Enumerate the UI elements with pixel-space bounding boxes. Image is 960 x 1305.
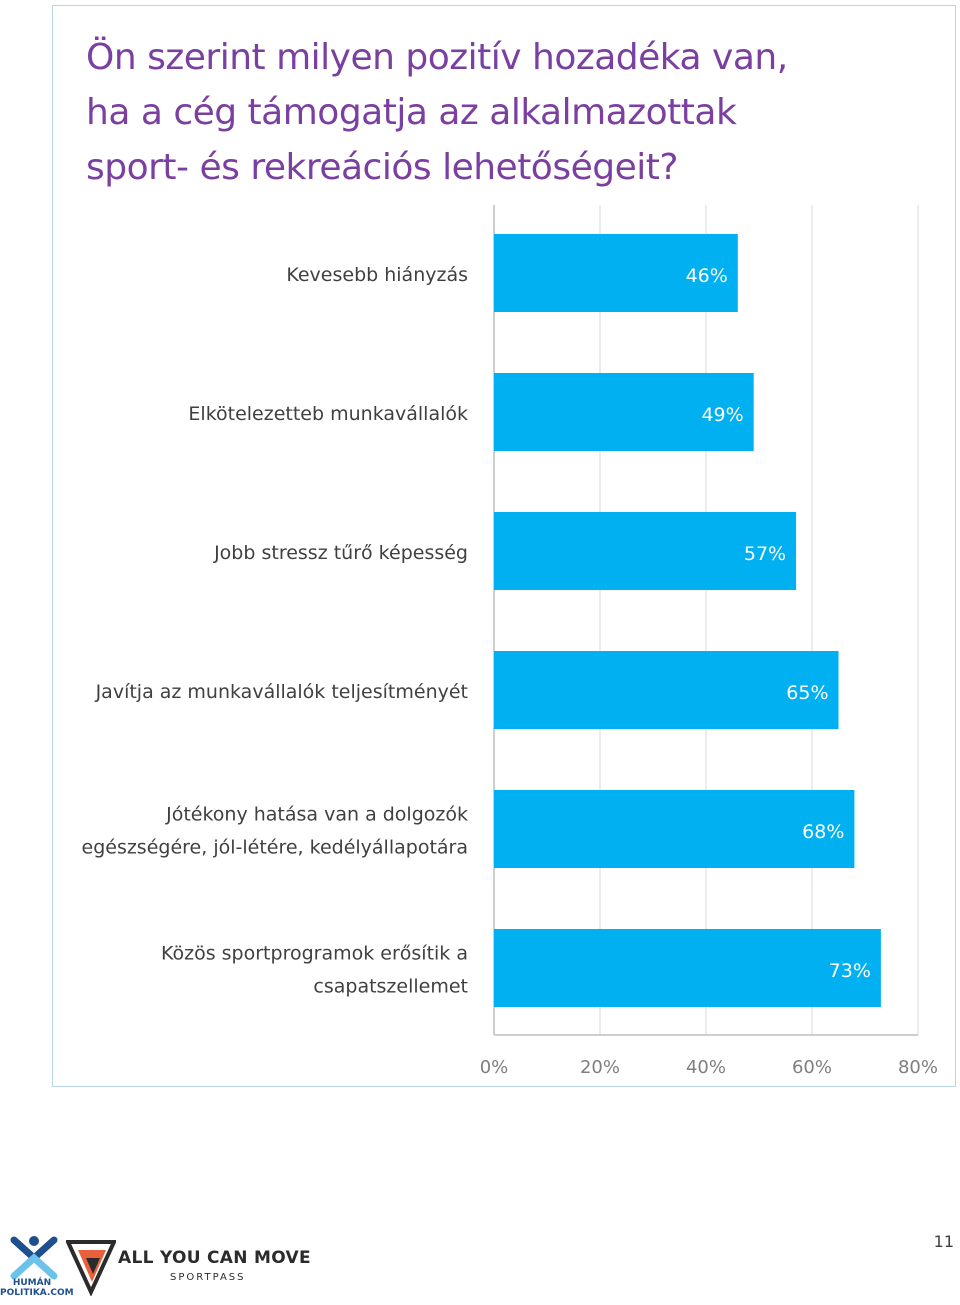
category-label: Kevesebb hiányzás (286, 264, 468, 286)
x-tick-label: 60% (792, 1057, 832, 1078)
bar (494, 929, 881, 1007)
value-label: 49% (701, 404, 743, 426)
sportpass-logo-text: SPORTPASS (170, 1272, 246, 1283)
footer: HUMÁN POLITIKA.COM ALL YOU CAN MOVE SPOR… (0, 1228, 960, 1305)
category-label: Javítja az munkavállalók teljesítményét (95, 681, 468, 703)
value-label: 46% (686, 265, 728, 287)
bar-chart: Kevesebb hiányzás Elkötelezetteb munkavál… (82, 205, 938, 1078)
category-label: Jótékony hatása van a dolgozók egészségér… (82, 804, 469, 859)
category-label: Jobb stressz tűrő képesség (213, 542, 468, 564)
value-label: 73% (829, 960, 871, 982)
x-tick-label: 20% (580, 1057, 620, 1078)
page-title: Ön szerint milyen pozitív hozadéka van, … (86, 37, 788, 188)
bars (494, 234, 881, 1007)
bar (494, 651, 839, 729)
bar (494, 234, 738, 312)
x-tick-label: 80% (898, 1057, 938, 1078)
category-labels: Kevesebb hiányzás Elkötelezetteb munkavál… (82, 264, 469, 998)
chart-frame (52, 5, 956, 1087)
bar (494, 512, 797, 590)
human-politika-logo (6, 1232, 62, 1300)
value-label: 65% (786, 682, 828, 704)
human-politika-logo-text: HUMÁN POLITIKA.COM (0, 1278, 74, 1298)
bar (494, 373, 754, 451)
value-label: 68% (802, 821, 844, 843)
bar (494, 790, 855, 868)
value-label: 57% (744, 543, 786, 565)
page-number: 11 (933, 1232, 954, 1251)
grid-lines (493, 205, 919, 1036)
x-axis-ticks: 0% 20% 40% 60% 80% (480, 1057, 938, 1078)
all-you-can-move-logo: ALL YOU CAN MOVE SPORTPASS (66, 1238, 311, 1296)
category-label: Elkötelezetteb munkavállalók (188, 403, 468, 425)
x-tick-label: 40% (686, 1057, 726, 1078)
x-tick-label: 0% (480, 1057, 509, 1078)
value-labels: 46% 49% 57% 65% 68% 73% (686, 265, 871, 982)
all-you-can-move-logo-text: ALL YOU CAN MOVE (118, 1248, 311, 1268)
category-label: Közös sportprogramok erősítik a csapatsze… (161, 943, 468, 998)
